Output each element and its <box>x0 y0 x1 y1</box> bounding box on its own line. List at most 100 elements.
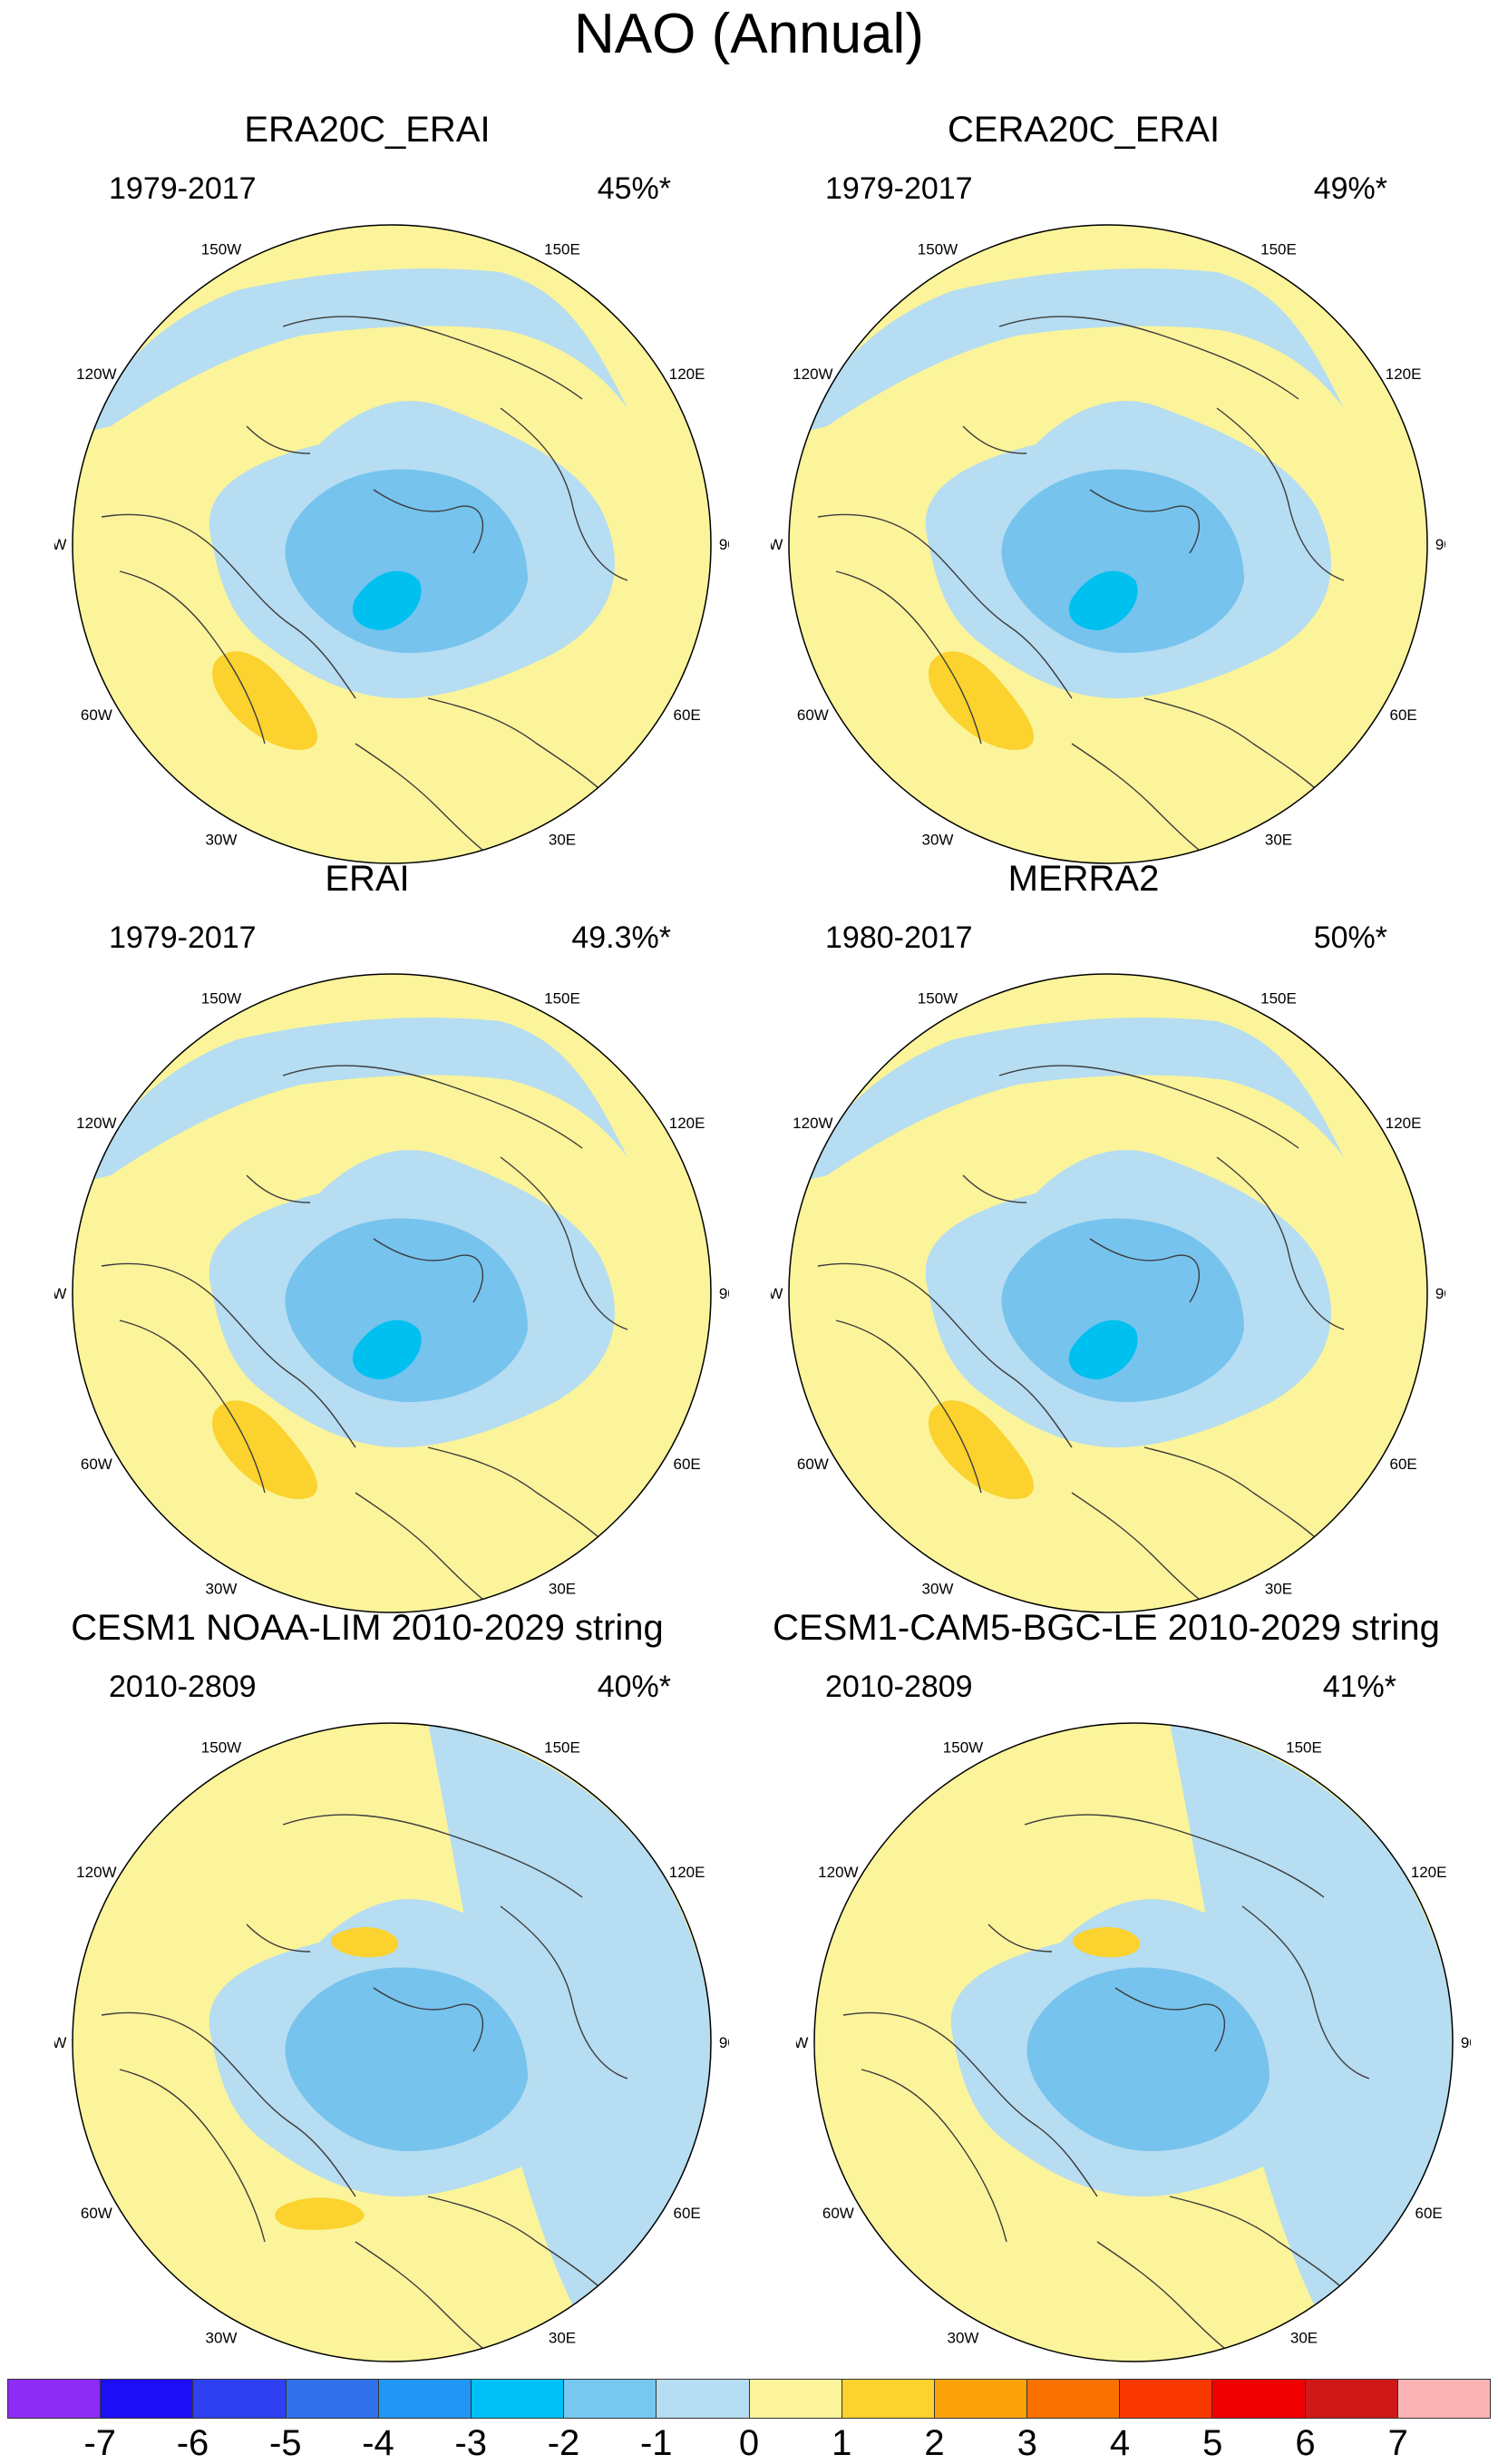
colorbar-swatch <box>101 2380 194 2418</box>
coastline <box>1071 743 1209 858</box>
longitude-label: 120W <box>818 1864 858 1881</box>
panel-title: MERRA2 <box>1007 859 1160 899</box>
longitude-label: 60W <box>822 2205 854 2222</box>
arctic-minimum-region <box>1068 570 1138 630</box>
panel-variance: 49.3%* <box>571 920 671 955</box>
polar-map: 180150E120E90E60E30E030W60W90W120W150W <box>771 973 1445 1613</box>
panel-period: 2010-2809 <box>825 1670 973 1704</box>
polar-map: 180150E120E90E60E30E030W60W90W120W150W <box>771 224 1445 864</box>
longitude-label: 150W <box>201 1738 241 1756</box>
longitude-label: 60E <box>674 1456 701 1473</box>
colorbar-swatch <box>471 2380 565 2418</box>
coastline <box>246 1923 311 1953</box>
coastline <box>962 425 1027 454</box>
longitude-label: 90E <box>719 536 729 553</box>
panel-period: 1979-2017 <box>109 171 257 206</box>
map-border <box>788 973 1428 1613</box>
coastline <box>817 1262 1073 1448</box>
colorbar-tick-label: -2 <box>547 2423 580 2463</box>
coastline <box>861 2069 1007 2243</box>
longitude-label: 30E <box>1265 1581 1292 1598</box>
map-panel: CESM1-CAM5-BGC-LE 2010-2029 string 2010-… <box>744 1607 1471 2362</box>
map-panel: CERA20C_ERAI 1979-2017 49%* 180150E120E9… <box>771 109 1445 864</box>
longitude-label: 30W <box>206 1581 238 1598</box>
coastline <box>246 425 311 454</box>
colorbar-tick-label: 7 <box>1387 2423 1408 2463</box>
longitude-label: 30E <box>549 2330 576 2347</box>
arctic-core-region <box>1001 1218 1244 1402</box>
map-border <box>72 1722 712 2362</box>
arctic-core-region <box>285 1967 528 2151</box>
longitude-label: 30W <box>206 832 238 849</box>
longitude-label: 120W <box>793 1115 832 1132</box>
longitude-label: 150E <box>1260 240 1297 258</box>
longitude-label: 60W <box>81 706 112 724</box>
longitude-label: 120E <box>1411 1864 1447 1881</box>
longitude-label: 120W <box>793 365 832 383</box>
colorbar-swatch <box>286 2380 379 2418</box>
colorbar-tick-label: -4 <box>362 2423 394 2463</box>
polar-map: 180150E120E90E60E30E030W60W90W120W150W <box>796 1722 1471 2362</box>
longitude-label: 150E <box>544 1738 580 1756</box>
coastline <box>119 1320 266 1494</box>
panel-title: ERAI <box>325 859 410 899</box>
coastline <box>835 1320 982 1494</box>
pacific-negative-region <box>789 1018 1344 1184</box>
longitude-label: 120E <box>1386 365 1422 383</box>
longitude-label: 30E <box>1265 832 1292 849</box>
coastline <box>1114 1987 1225 2052</box>
arctic-minimum-region <box>352 570 422 630</box>
longitude-label: 120E <box>669 365 705 383</box>
coastline <box>246 1174 311 1203</box>
longitude-label: 90W <box>771 536 783 553</box>
coastline <box>427 697 610 799</box>
coastline <box>998 1065 1299 1149</box>
coastline <box>373 1987 483 2052</box>
longitude-label: 30W <box>922 832 954 849</box>
coastline <box>1143 1446 1327 1548</box>
coastline <box>962 1174 1027 1203</box>
coastline <box>1241 1905 1370 2079</box>
colorbar-swatch <box>934 2380 1028 2418</box>
panel-variance: 41%* <box>1322 1670 1396 1704</box>
pacific-negative-region <box>73 1018 627 1184</box>
longitude-label: 150W <box>918 240 958 258</box>
longitude-label: 30W <box>948 2330 979 2347</box>
map-border <box>72 224 712 864</box>
colorbar-tick-label: 0 <box>738 2423 760 2463</box>
longitude-label: 90E <box>1461 2034 1471 2051</box>
coastline <box>835 570 982 745</box>
colorbar-swatch <box>378 2380 472 2418</box>
map-border <box>72 973 712 1613</box>
longitude-label: 60E <box>1390 706 1417 724</box>
map-border <box>813 1722 1454 2362</box>
colorbar-swatch <box>657 2380 750 2418</box>
arctic-core-region <box>1001 469 1244 653</box>
map-panel: ERAI 1979-2017 49.3%* 180150E120E90E60E3… <box>54 858 729 1613</box>
coastline <box>101 513 356 699</box>
polar-map: 180150E120E90E60E30E030W60W90W120W150W <box>54 1722 729 2362</box>
coastline <box>1024 1814 1325 1898</box>
panel-variance: 50%* <box>1313 920 1387 955</box>
colorbar-swatch <box>1120 2380 1213 2418</box>
coastline <box>119 570 266 745</box>
panel-variance: 40%* <box>597 1670 671 1704</box>
coastline <box>1089 1238 1200 1303</box>
coastline <box>427 1446 610 1548</box>
atlantic-positive-region <box>275 2197 365 2230</box>
colorbar-swatch <box>749 2380 842 2418</box>
atlantic-positive-region <box>929 651 1035 750</box>
panel-title: CESM1-CAM5-BGC-LE 2010-2029 string <box>773 1608 1440 1648</box>
longitude-label: 30E <box>549 1581 576 1598</box>
coastline <box>500 407 628 581</box>
coastline <box>1089 489 1200 554</box>
longitude-label: 150E <box>544 240 580 258</box>
pacific-negative-region <box>789 268 1344 435</box>
longitude-label: 90E <box>1435 1285 1445 1302</box>
colorbar-tick-label: 6 <box>1295 2423 1316 2463</box>
longitude-label: 30W <box>206 2330 238 2347</box>
coastline <box>355 1492 492 1607</box>
map-panel: ERA20C_ERAI 1979-2017 45%* 180150E120E90… <box>54 109 729 864</box>
panel-period: 1980-2017 <box>825 920 973 955</box>
coastline <box>282 1814 583 1898</box>
